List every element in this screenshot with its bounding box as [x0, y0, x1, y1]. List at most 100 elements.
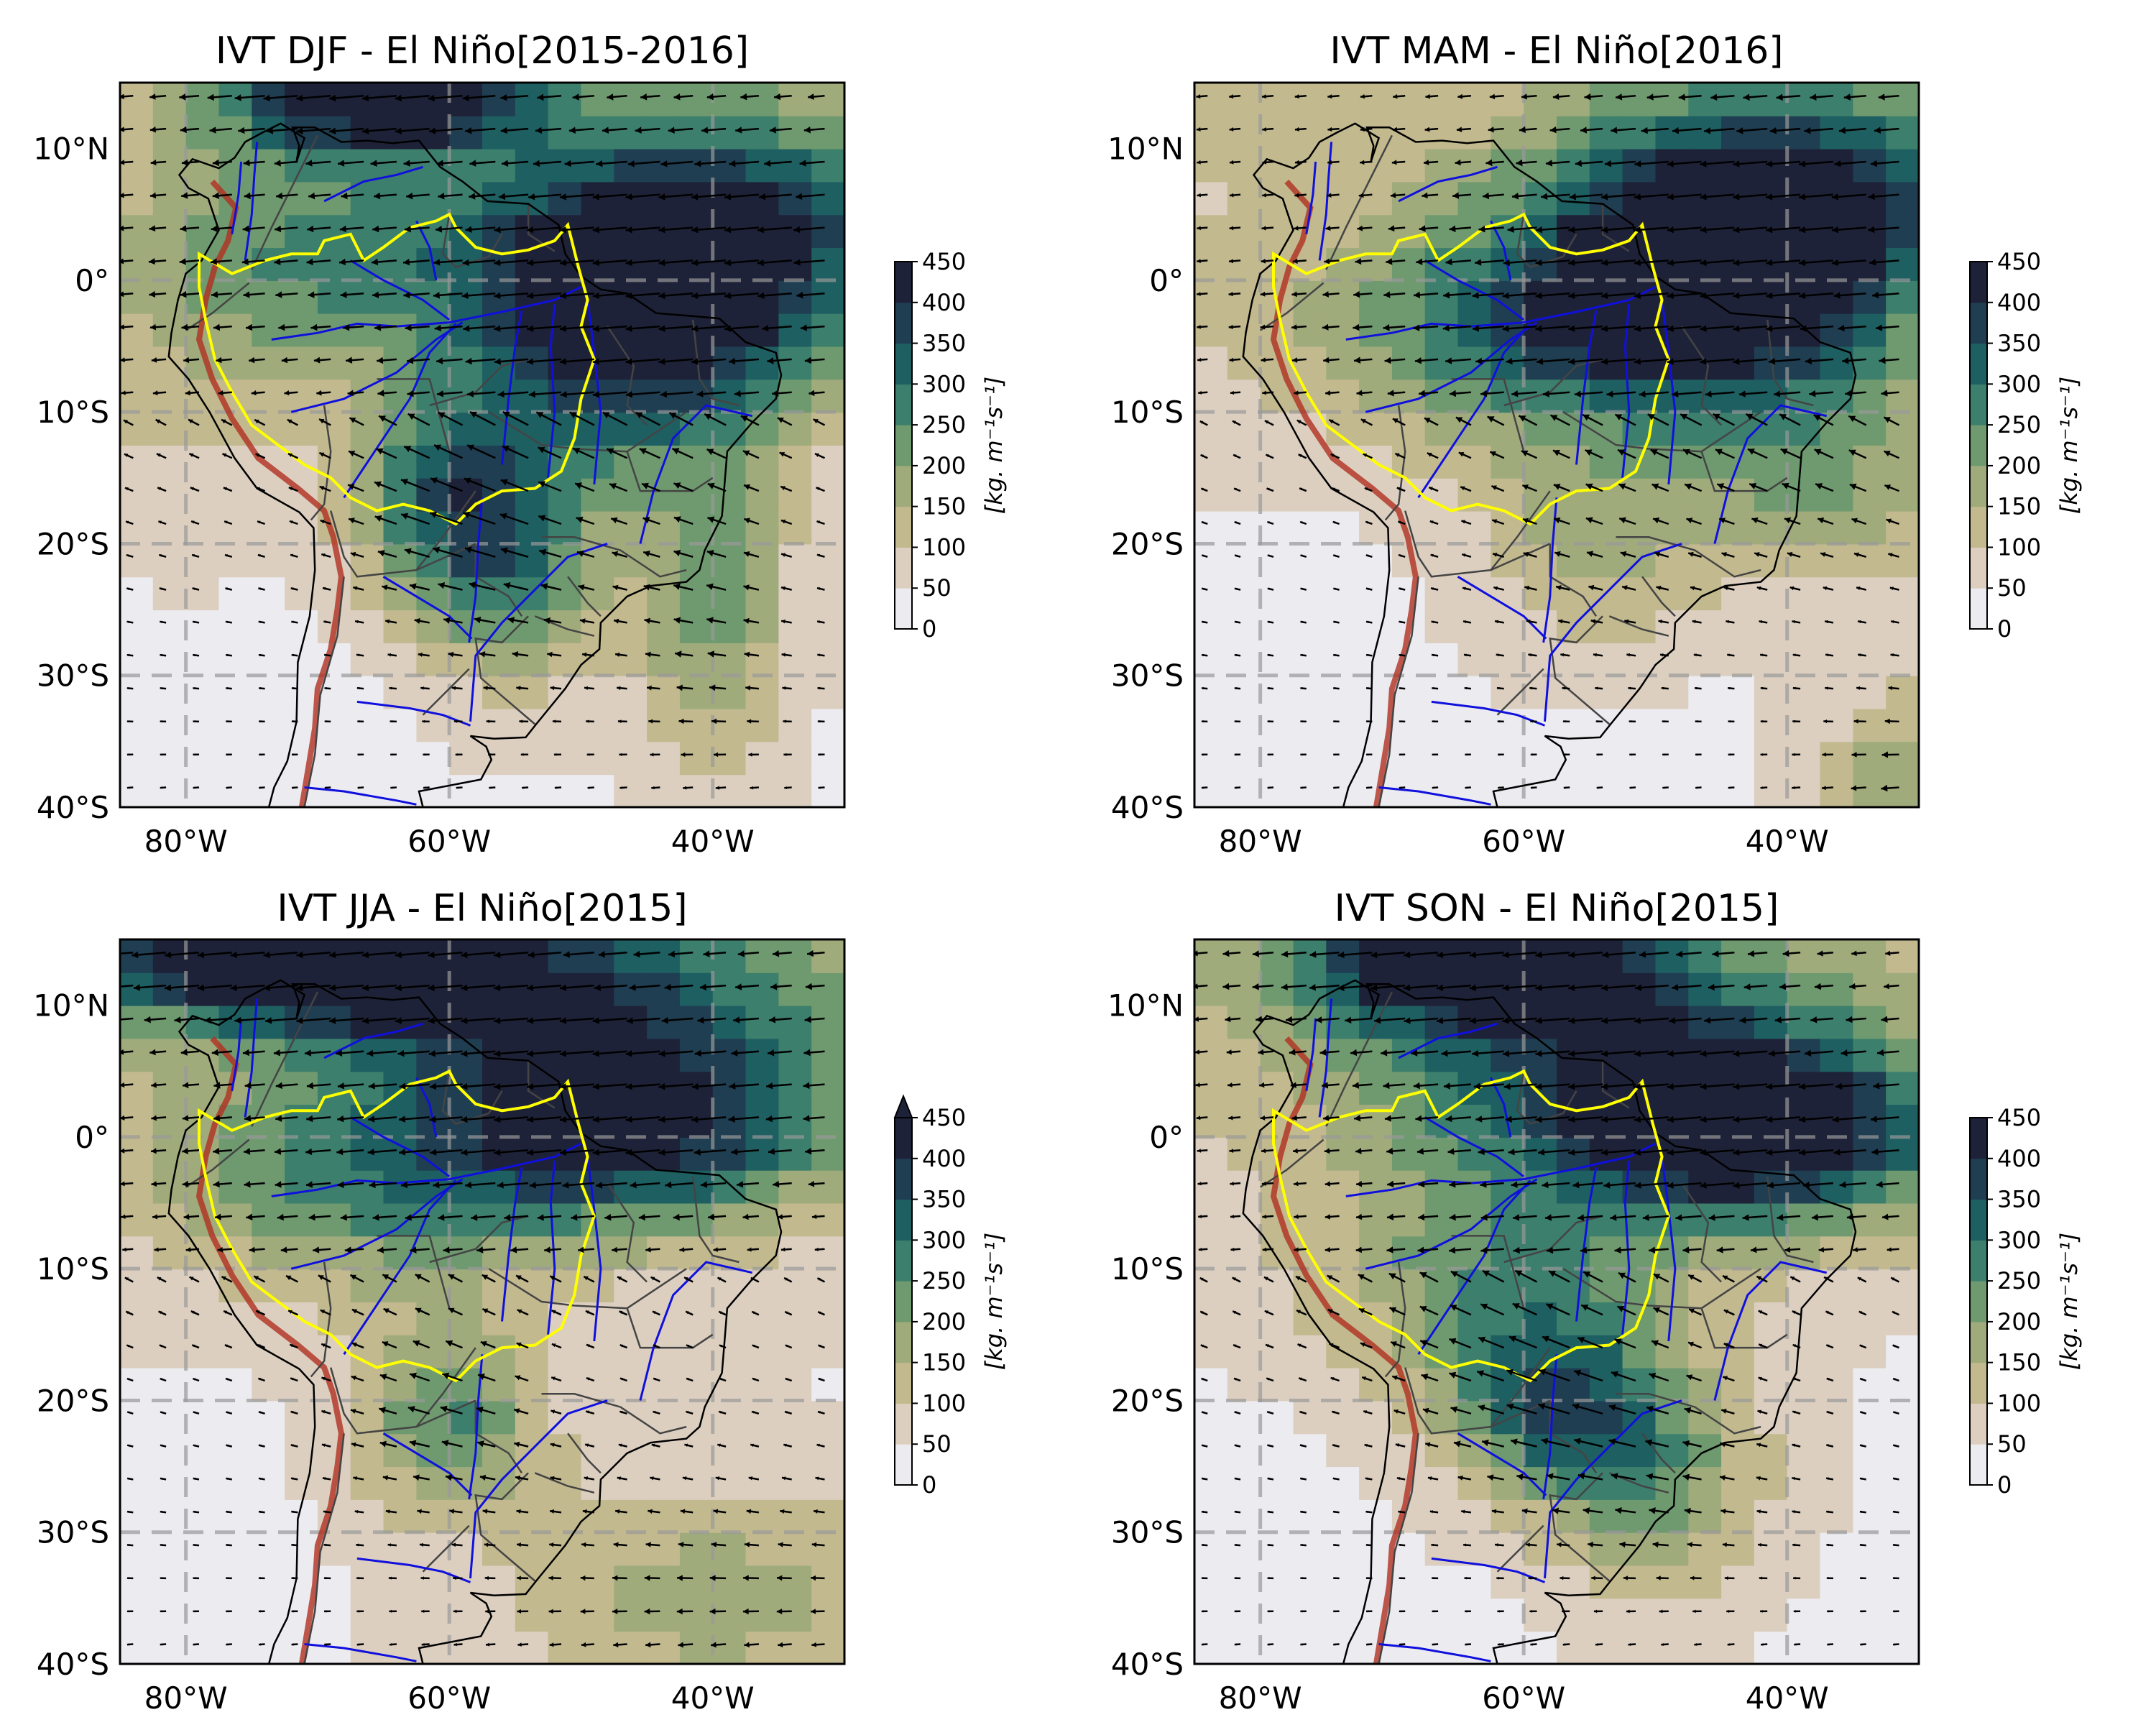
ivt-field — [1194, 939, 1919, 1664]
river — [469, 1399, 608, 1579]
state-border — [474, 1400, 523, 1473]
state-border — [1549, 1472, 1611, 1582]
river — [1621, 1160, 1631, 1335]
panel-title: IVT DJF - El Niño[2015-2016] — [216, 29, 749, 73]
lon-tick-label: 40°W — [671, 824, 755, 859]
state-border — [1681, 1182, 1722, 1283]
colorbar-tick-label: 450 — [1997, 248, 2041, 275]
river — [1713, 1261, 1828, 1401]
colorbar-segment — [895, 506, 912, 548]
colorbar-extend-arrow — [893, 1094, 913, 1118]
colorbar-tick-label: 400 — [922, 1145, 966, 1172]
river — [1345, 285, 1657, 341]
panel-mam: IVT MAM - El Niño[2016] 80°W 60°W 40°W 10°N 0… — [1107, 29, 2083, 859]
state-border — [303, 576, 345, 807]
panel-title: IVT MAM - El Niño[2016] — [1330, 29, 1783, 73]
ivt-vectors — [1194, 949, 1900, 1646]
colorbar-label: [kg. m⁻¹s⁻¹] — [2055, 1233, 2083, 1370]
colorbar-tick-label: 250 — [922, 411, 966, 438]
colorbar-segment — [1970, 1281, 1987, 1322]
ivt-field — [120, 939, 844, 1664]
lat-tick-label: 40°S — [1111, 1647, 1184, 1682]
state-border — [441, 1071, 503, 1126]
river — [271, 285, 582, 341]
state-border — [1700, 451, 1788, 492]
river — [244, 998, 259, 1118]
colorbar-segment — [895, 588, 912, 630]
state-border — [422, 1524, 470, 1573]
state-border — [1325, 134, 1393, 270]
coastline — [1242, 122, 1857, 807]
state-border — [1516, 1071, 1577, 1126]
colorbar-segment — [895, 262, 912, 303]
colorbar-tick-label: 50 — [922, 574, 952, 602]
topography-contours — [195, 1036, 344, 1664]
state-border — [1616, 536, 1761, 578]
lat-tick-label: 20°S — [37, 526, 109, 561]
colorbar-tick-label: 150 — [1997, 493, 2041, 520]
lat-tick-label: 30°S — [37, 658, 109, 694]
lon-tick-label: 60°W — [407, 1680, 491, 1716]
colorbar-segment — [895, 1281, 912, 1322]
colorbar-tick-label: 250 — [1997, 411, 2041, 438]
ivt-field — [120, 83, 844, 807]
river — [1378, 786, 1491, 806]
state-border — [626, 451, 714, 492]
topography-contours — [195, 179, 344, 807]
state-border — [691, 319, 740, 407]
river — [468, 1354, 484, 1500]
river — [547, 1160, 556, 1335]
river — [1365, 321, 1538, 413]
state-border — [527, 1060, 556, 1109]
state-border — [1404, 1367, 1551, 1435]
state-border — [474, 615, 536, 725]
river — [639, 1261, 753, 1401]
river — [1457, 576, 1547, 640]
gridlines — [1194, 939, 1919, 1664]
river — [1424, 259, 1525, 321]
state-border — [1601, 203, 1630, 252]
river — [1345, 1142, 1657, 1197]
colorbar-segment — [1970, 1321, 1987, 1363]
coastline — [1242, 979, 1857, 1664]
colorbar-segment — [1970, 506, 1987, 548]
lat-tick-label: 40°S — [37, 1647, 109, 1682]
state-border — [429, 358, 529, 407]
river — [231, 161, 243, 235]
state-border — [488, 1268, 687, 1310]
colorbar-tick-label: 400 — [922, 289, 966, 316]
colorbar-tick-label: 400 — [1997, 289, 2041, 316]
lon-tick-label: 80°W — [1219, 1680, 1302, 1716]
colorbar-label: [kg. m⁻¹s⁻¹] — [980, 377, 1008, 514]
river — [639, 404, 753, 544]
river — [1305, 161, 1317, 235]
amazon-basin-outline — [198, 212, 596, 526]
colorbar-tick-label: 450 — [1997, 1104, 2041, 1131]
colorbar-segment — [1970, 1240, 1987, 1282]
state-border — [1549, 1400, 1598, 1473]
state-border — [1496, 668, 1544, 716]
river — [1544, 1399, 1682, 1579]
state-border — [1503, 1215, 1603, 1264]
colorbar-tick-label: 150 — [1997, 1349, 2041, 1376]
lon-tick-label: 40°W — [1746, 824, 1829, 859]
river — [290, 1178, 464, 1270]
colorbar-tick-label: 400 — [1997, 1145, 2041, 1172]
colorbar-tick-label: 150 — [922, 1349, 966, 1376]
colorbar-tick-label: 200 — [922, 452, 966, 479]
gridlines — [120, 939, 844, 1664]
ivt-field — [1194, 83, 1919, 807]
river — [1318, 142, 1333, 261]
lat-tick-label: 30°S — [1111, 658, 1184, 694]
state-border — [1503, 358, 1603, 407]
colorbar: 0 50 100 150 200 250 300 350 400 450 [kg. m⁻¹s⁻¹] — [894, 248, 1008, 643]
lat-tick-label: 0° — [1149, 1120, 1184, 1155]
colorbar-tick-label: 300 — [922, 1226, 966, 1254]
river — [1457, 1432, 1547, 1496]
river — [1621, 303, 1631, 478]
state-border — [310, 1261, 332, 1378]
colorbar-tick-label: 50 — [1997, 1430, 2027, 1458]
state-border — [251, 991, 319, 1127]
panel-title: IVT JJA - El Niño[2015] — [277, 887, 687, 930]
colorbar-tick-label: 200 — [1997, 452, 2041, 479]
